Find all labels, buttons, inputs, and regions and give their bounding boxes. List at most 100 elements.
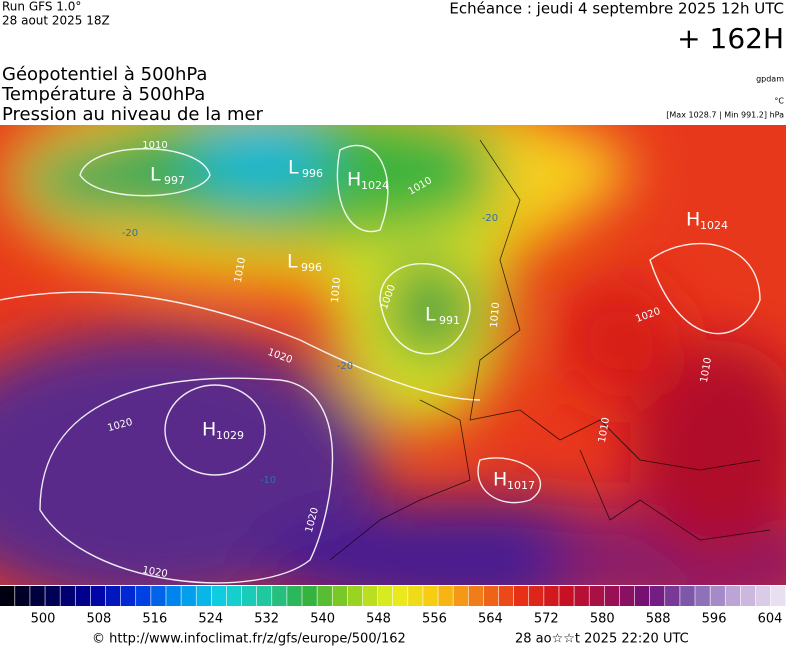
colorbar-swatch <box>680 586 695 606</box>
colorbar-swatch <box>483 586 499 606</box>
colorbar-swatch <box>256 586 272 606</box>
colorbar-swatch <box>634 586 650 606</box>
colorbar-swatch <box>105 586 121 606</box>
run-label: Run GFS 1.0° <box>2 0 81 14</box>
colorbar-label: 532 <box>254 612 279 627</box>
map-field <box>0 125 786 585</box>
center-letter: H <box>493 469 507 491</box>
colorbar-swatch <box>604 586 620 606</box>
colorbar-swatch <box>559 586 574 606</box>
colorbar-swatch <box>377 586 393 606</box>
colorbar-swatch <box>362 586 378 606</box>
center-value: 997 <box>164 174 185 187</box>
colorbar-swatch <box>589 586 605 606</box>
colorbar-swatch <box>725 586 741 606</box>
colorbar-swatch <box>770 586 786 606</box>
colorbar: 500 508 516 524 532 540 548 556 564 572 580 588 596 6… <box>0 586 786 627</box>
colorbar-swatch <box>529 586 544 606</box>
isobar-label: 1010 <box>699 357 714 384</box>
center-letter: H <box>347 169 361 191</box>
colorbar-label: 548 <box>366 612 391 627</box>
valid-time: Echéance : jeudi 4 septembre 2025 12h UT… <box>449 0 784 18</box>
isobar-label: 1010 <box>142 140 167 151</box>
center-value: 991 <box>439 314 460 327</box>
colorbar-swatch <box>241 586 257 606</box>
temperature-label: -10 <box>260 475 276 486</box>
colorbar-swatch <box>544 586 559 606</box>
colorbar-swatch <box>347 586 363 606</box>
colorbar-swatch <box>302 586 317 606</box>
colorbar-label: 564 <box>478 612 503 627</box>
colorbar-swatch <box>30 586 45 606</box>
map-title: Géopotentiel à 500hPa <box>2 64 207 85</box>
center-letter: L <box>425 304 436 326</box>
isobar-label: 1010 <box>597 417 612 444</box>
colorbar-swatch <box>332 586 348 606</box>
colorbar-label: 540 <box>310 612 335 627</box>
colorbar-swatch <box>0 586 15 606</box>
run-date: 28 aout 2025 18Z <box>2 14 110 28</box>
colorbar-label: 596 <box>702 612 727 627</box>
temperature-label: -20 <box>482 213 498 224</box>
map-title: Température à 500hPa <box>1 84 205 105</box>
isobar-label: 1020 <box>141 565 168 580</box>
colorbar-label: 556 <box>422 612 447 627</box>
center-value: 1017 <box>507 479 535 492</box>
colorbar-swatch <box>181 586 196 606</box>
colorbar-swatch <box>136 586 151 606</box>
colorbar-swatch <box>498 586 514 606</box>
colorbar-swatch <box>196 586 212 606</box>
colorbar-swatch <box>60 586 75 606</box>
colorbar-swatch <box>423 586 438 606</box>
unit-label: gpdam <box>756 75 784 84</box>
colorbar-swatch <box>211 586 227 606</box>
lead-time: + 162H <box>677 22 784 55</box>
colorbar-swatch <box>15 586 30 606</box>
temperature-label: -20 <box>122 228 138 239</box>
colorbar-swatch <box>574 586 589 606</box>
center-value: 996 <box>301 261 322 274</box>
source-url: © http://www.infoclimat.fr/z/gfs/europe/… <box>92 632 406 647</box>
colorbar-label: 588 <box>646 612 671 627</box>
colorbar-swatch <box>90 586 106 606</box>
colorbar-swatch <box>710 586 725 606</box>
colorbar-swatch <box>468 586 484 606</box>
colorbar-swatch <box>317 586 332 606</box>
isobar-label: 1010 <box>330 277 343 303</box>
unit-label: °C <box>774 97 784 106</box>
isobar-label: 1010 <box>233 257 248 284</box>
colorbar-swatch <box>695 586 710 606</box>
center-value: 1024 <box>700 219 728 232</box>
timestamp: 28 ao☆☆t 2025 22:20 UTC <box>515 632 689 647</box>
colorbar-swatch <box>226 586 242 606</box>
colorbar-swatch <box>45 586 60 606</box>
colorbar-swatch <box>513 586 529 606</box>
center-letter: H <box>202 419 216 441</box>
colorbar-label: 604 <box>758 612 783 627</box>
center-letter: L <box>288 157 299 179</box>
center-value: 1024 <box>361 179 389 192</box>
colorbar-label: 524 <box>198 612 223 627</box>
colorbar-swatch <box>755 586 771 606</box>
colorbar-swatch <box>393 586 408 606</box>
colorbar-swatch <box>287 586 302 606</box>
colorbar-label: 580 <box>590 612 615 627</box>
temperature-label: -20 <box>337 361 353 372</box>
colorbar-swatch <box>272 586 287 606</box>
colorbar-swatch <box>120 586 136 606</box>
colorbar-label: 572 <box>534 612 559 627</box>
colorbar-swatch <box>740 586 756 606</box>
isobar-label: 1010 <box>489 302 502 328</box>
colorbar-swatch <box>649 586 665 606</box>
colorbar-swatch <box>438 586 453 606</box>
colorbar-swatch <box>166 586 181 606</box>
center-letter: L <box>150 164 161 186</box>
colorbar-label: 516 <box>142 612 167 627</box>
center-value: 996 <box>302 167 323 180</box>
colorbar-swatch <box>408 586 423 606</box>
colorbar-label: 508 <box>87 612 112 627</box>
colorbar-label: 500 <box>31 612 56 627</box>
center-letter: H <box>686 209 700 231</box>
center-value: 1029 <box>216 429 244 442</box>
